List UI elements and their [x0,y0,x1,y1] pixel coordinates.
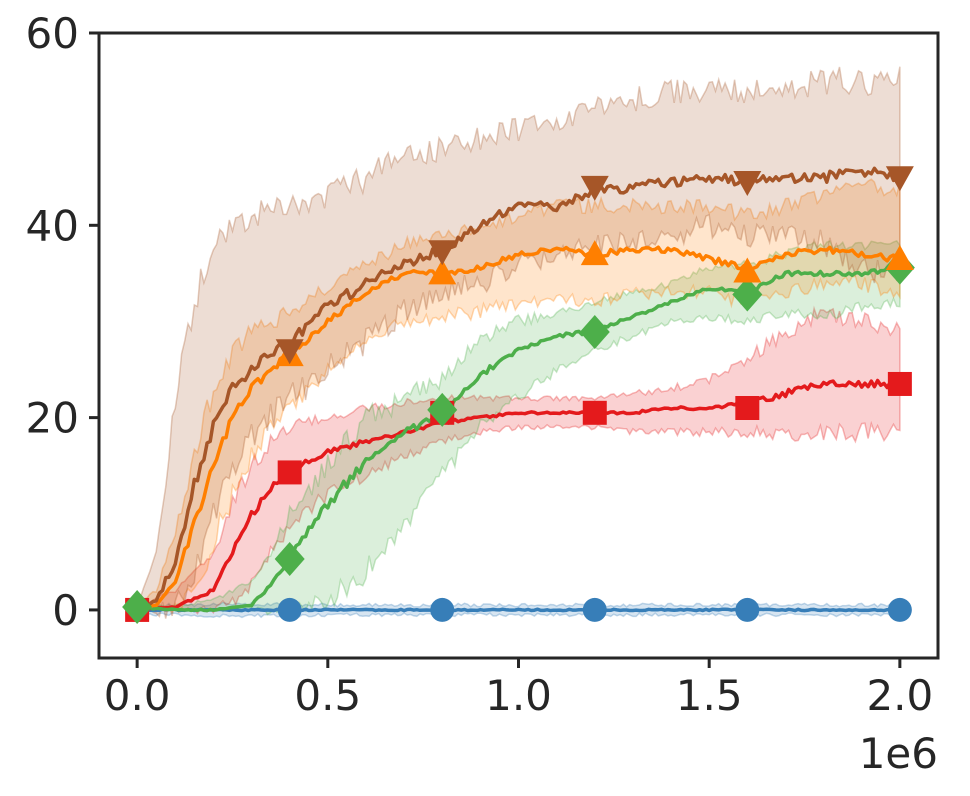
series-line [136,378,901,613]
y-tick-label: 20 [26,394,79,443]
y-tick-label: 0 [52,586,79,635]
series-lines [136,166,902,613]
confidence-bands [136,66,901,619]
x-tick-label: 1.0 [485,671,552,720]
data-point [122,590,153,625]
data-point [582,400,607,425]
data-point [887,597,912,622]
data-point [735,396,760,420]
series-markers [122,166,915,625]
data-point [428,240,457,266]
data-point [274,541,305,576]
data-point [733,171,762,197]
data-point [275,339,304,365]
y-axis: 0 20 40 60 [26,9,99,635]
series-line [136,245,902,612]
data-point [735,597,760,622]
x-tick-label: 1.5 [676,671,743,720]
y-tick-label: 60 [26,9,79,58]
x-axis-offset-label: 1e6 [859,729,938,778]
x-tick-label: 0.0 [104,671,171,720]
x-axis: 0.0 0.5 1.0 1.5 2.0 [104,658,933,720]
data-point [277,597,302,622]
data-point [428,259,457,285]
confidence-band [136,240,901,616]
data-point [885,244,914,270]
data-point [427,392,458,427]
series-line [136,265,901,613]
data-point [580,240,609,266]
data-point [732,277,763,312]
confidence-band [136,305,901,615]
series-line [137,607,901,613]
x-tick-label: 0.5 [294,671,361,720]
data-point [277,460,302,485]
data-point [885,166,914,192]
data-point [733,257,762,283]
data-point [580,175,609,201]
x-tick-label: 2.0 [866,671,933,720]
data-point [579,315,610,350]
data-point [887,371,912,396]
data-point [430,597,455,622]
y-tick-label: 40 [26,201,79,250]
data-point [582,597,607,622]
confidence-band [136,178,901,614]
series-line [136,166,901,611]
